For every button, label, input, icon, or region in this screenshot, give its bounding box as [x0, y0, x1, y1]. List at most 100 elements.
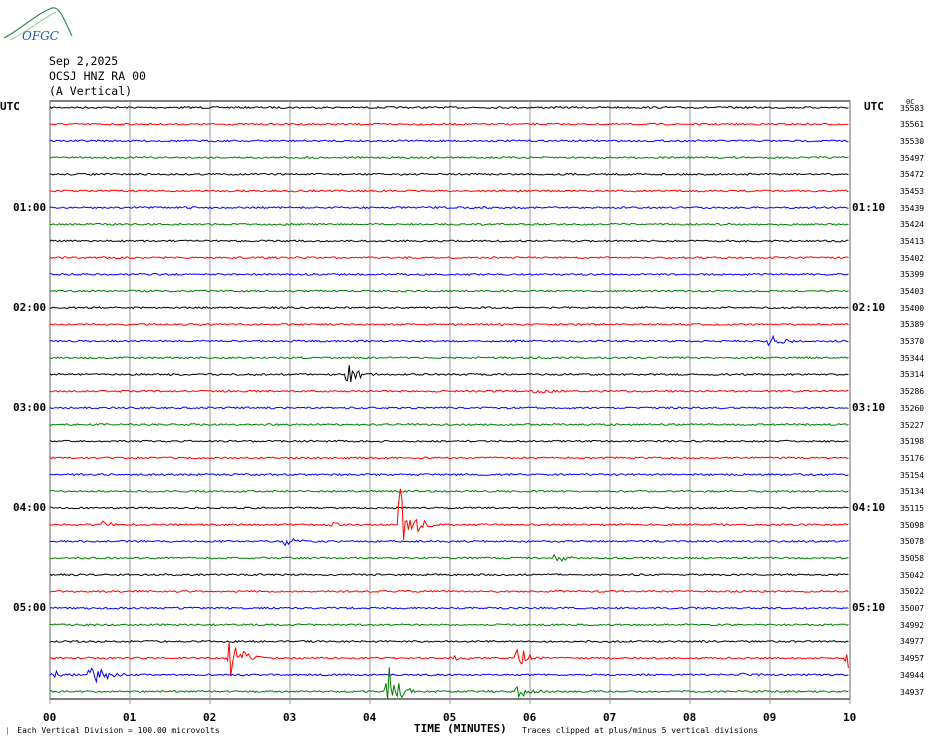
row-value-label: 35424	[900, 220, 925, 230]
trace-line-29	[49, 589, 849, 593]
left-time-label: 04:00	[13, 500, 47, 514]
row-value-label: 35042	[900, 570, 925, 580]
row-value-label: 35389	[900, 320, 925, 330]
row-value-label: 35176	[900, 453, 925, 463]
right-time-label: 03:10	[852, 400, 886, 414]
trace-line-2	[49, 139, 849, 143]
trace-line-12	[50, 306, 849, 310]
row-value-label: 35286	[900, 387, 925, 397]
trace-line-3	[49, 156, 849, 160]
row-value-label: 35403	[900, 287, 925, 297]
trace-line-11	[49, 289, 849, 293]
x-tick-label: 07	[603, 711, 617, 724]
x-tick-label: 02	[203, 711, 217, 724]
scale-note: ▕ Each Vertical Division = 100.00 microv…	[4, 726, 220, 735]
row-value-label: 35402	[900, 253, 925, 263]
x-tick-label: 04	[363, 711, 377, 724]
row-value-label: 35198	[900, 437, 925, 447]
right-time-label: 05:10	[852, 601, 886, 615]
row-value-label: 35370	[900, 337, 925, 347]
date-label: Sep 2,2025	[49, 54, 119, 68]
row-value-label: 35134	[900, 487, 925, 497]
left-time-label: 01:00	[13, 200, 47, 214]
trace-line-23	[49, 489, 849, 493]
row-value-label: 35115	[900, 503, 925, 513]
row-value-label: 35098	[900, 520, 925, 530]
trace-line-30	[49, 606, 849, 610]
trace-line-1	[49, 122, 849, 126]
trace-line-32	[49, 639, 849, 644]
left-time-label: 03:00	[13, 400, 47, 414]
row-value-label: 35154	[900, 470, 925, 480]
row-value-label: 34957	[900, 654, 925, 664]
row-value-label: 34944	[900, 670, 925, 680]
utc-right-label: UTC	[864, 100, 884, 113]
row-value-label: 34992	[900, 620, 925, 630]
svg-text:OFGC: OFGC	[22, 29, 59, 43]
row-value-label: 35227	[900, 420, 925, 430]
trace-line-7	[49, 222, 849, 226]
row-value-label: 35022	[900, 587, 925, 597]
row-value-label: 35078	[900, 537, 925, 547]
row-value-label: 35058	[900, 554, 925, 563]
x-tick-label: 01	[123, 711, 137, 724]
row-value-label: 35260	[900, 403, 925, 413]
trace-line-15	[49, 356, 849, 360]
row-value-label: 35400	[900, 303, 925, 313]
trace-line-31	[49, 623, 849, 627]
station-label: OCSJ HNZ RA 00	[49, 69, 146, 83]
trace-line-16	[49, 365, 849, 383]
x-tick-label: 00	[43, 711, 57, 724]
trace-line-25	[49, 488, 849, 540]
x-tick-label: 10	[843, 711, 857, 724]
trace-line-21	[49, 456, 849, 460]
row-value-label: 35314	[900, 370, 925, 380]
x-tick-label: 03	[283, 711, 297, 724]
row-value-label: 35472	[900, 170, 925, 180]
trace-line-13	[49, 322, 849, 327]
row-value-label: 35453	[900, 186, 925, 196]
x-axis-title: TIME (MINUTES)	[414, 722, 507, 735]
utc-left-label: UTC	[0, 100, 20, 113]
row-value-label: 35344	[900, 353, 925, 363]
trace-line-5	[49, 189, 849, 193]
trace-line-10	[50, 272, 849, 276]
trace-line-26	[49, 538, 849, 547]
x-tick-label: 06	[523, 711, 537, 724]
trace-line-28	[49, 573, 849, 577]
trace-line-20	[49, 439, 849, 443]
left-time-label: 02:00	[13, 300, 47, 314]
row-value-label: 35530	[900, 136, 925, 146]
row-value-label: 35007	[900, 604, 925, 614]
trace-line-22	[49, 473, 849, 477]
component-label: (A Vertical)	[49, 84, 133, 98]
trace-line-14	[49, 334, 849, 347]
row-value-label: 35561	[900, 120, 925, 130]
trace-line-6	[49, 205, 849, 210]
x-tick-label: 09	[763, 711, 777, 724]
row-value-label: 35413	[900, 236, 925, 246]
clip-note: Traces clipped at plus/minus 5 vertical …	[522, 726, 759, 735]
right-time-label: 02:10	[852, 300, 886, 314]
x-tick-label: 08	[683, 711, 697, 724]
trace-line-18	[49, 406, 849, 410]
ofgc-logo-icon: OFGC	[3, 7, 73, 43]
trace-line-8	[49, 239, 849, 243]
top-right-note: 0C	[906, 98, 915, 106]
row-value-label: 35497	[900, 153, 925, 163]
row-value-label: 35399	[900, 270, 925, 280]
right-time-label: 04:10	[852, 500, 886, 514]
trace-line-33	[49, 641, 849, 677]
trace-line-19	[49, 423, 849, 427]
x-tick-label: 05	[443, 711, 457, 724]
trace-line-9	[49, 256, 849, 260]
left-time-label: 05:00	[13, 601, 47, 615]
trace-line-24	[50, 506, 849, 510]
trace-line-34	[49, 667, 849, 684]
trace-line-17	[49, 389, 849, 394]
trace-line-4	[49, 172, 849, 176]
row-value-label: 35439	[900, 203, 925, 213]
trace-line-0	[49, 105, 849, 110]
trace-line-35	[49, 667, 849, 700]
